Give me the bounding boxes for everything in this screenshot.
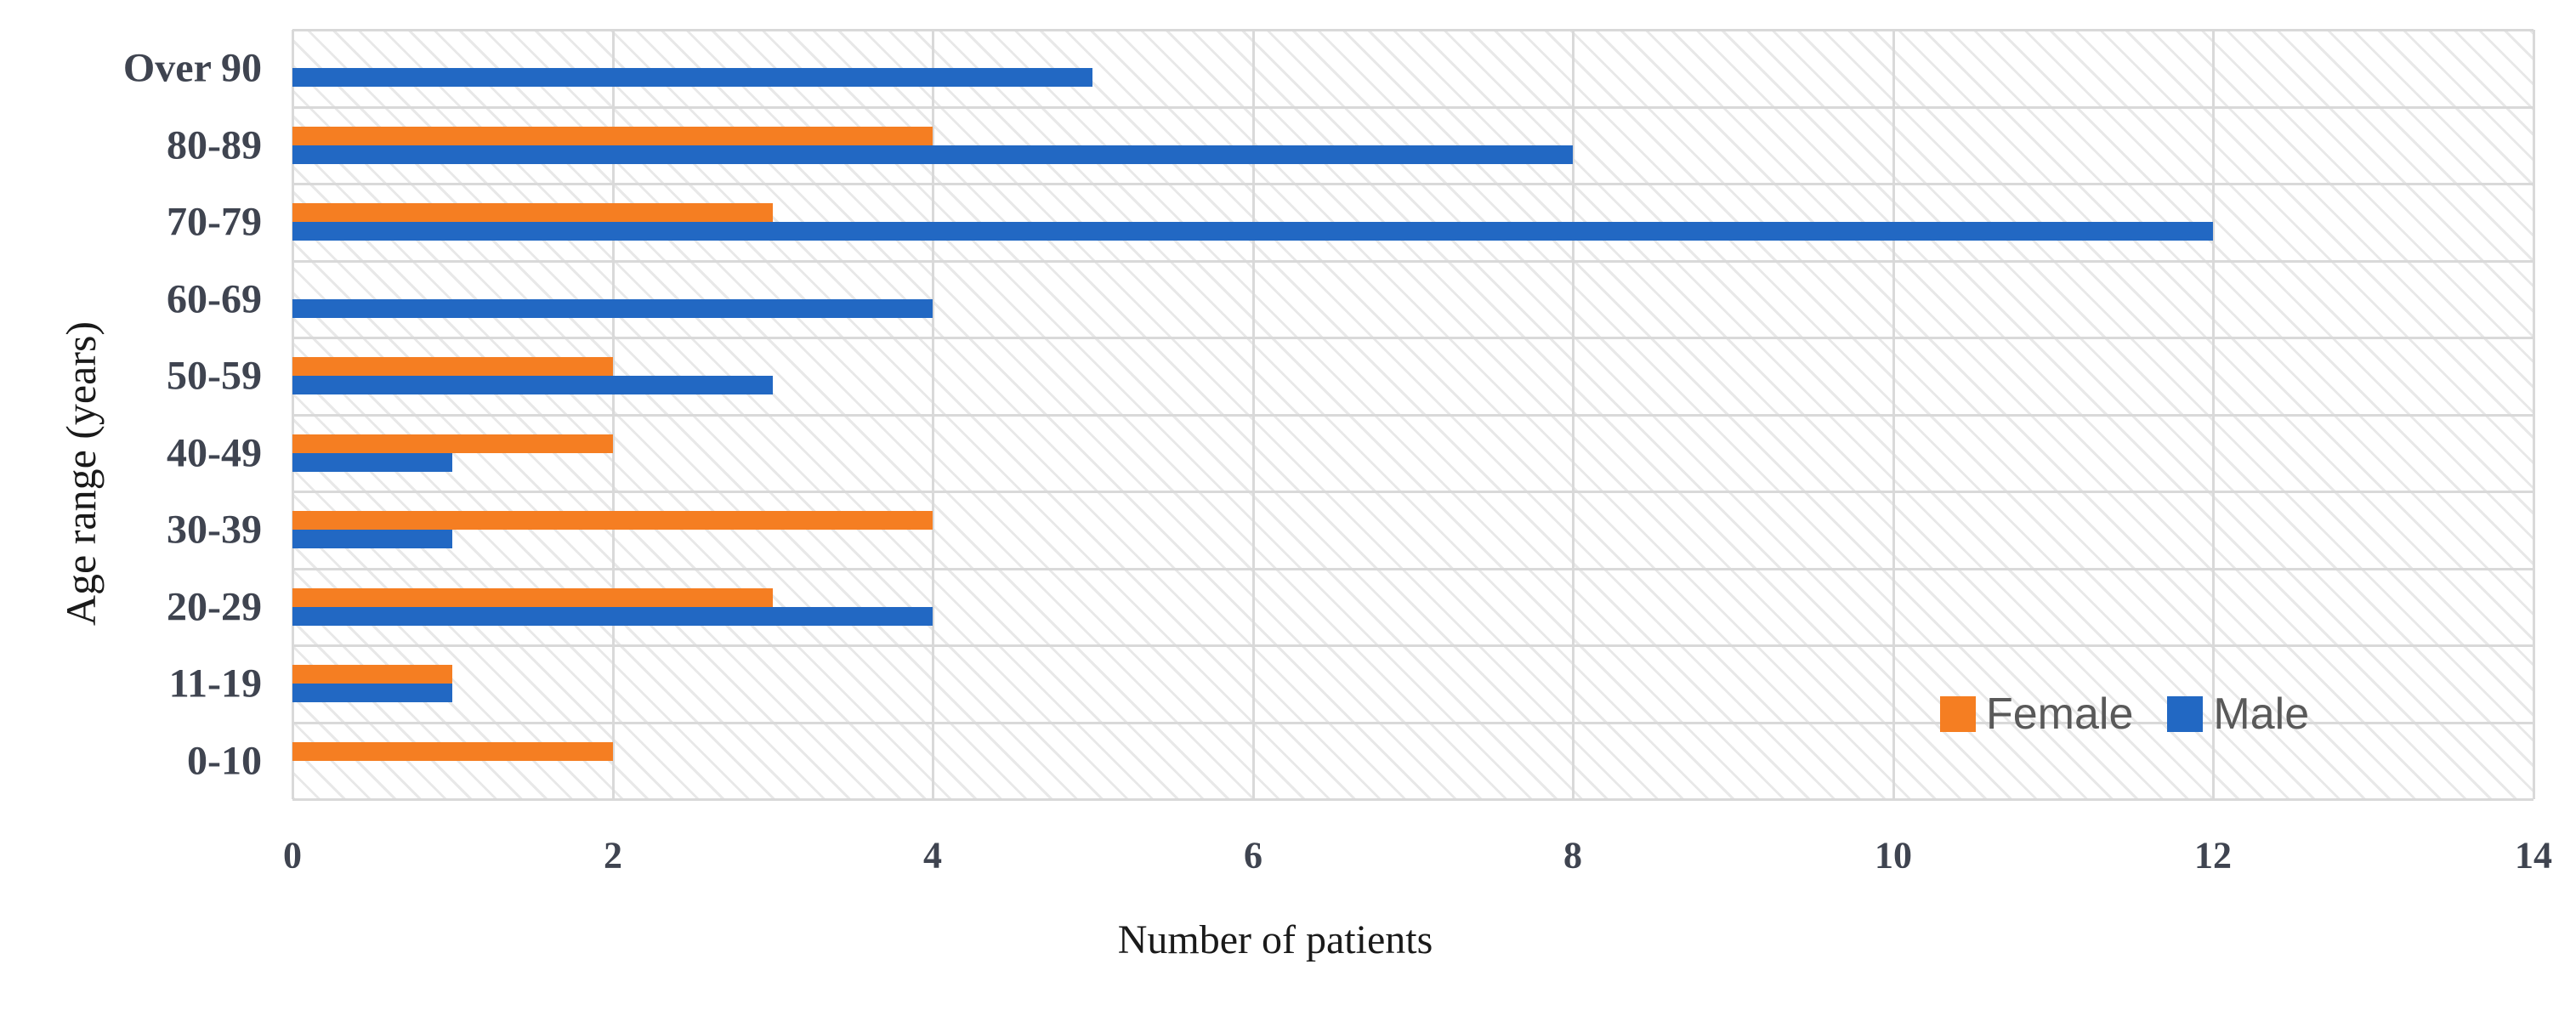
- category-label: 30-39: [167, 507, 262, 553]
- bar-female-50-59: [292, 357, 613, 376]
- horizontal-gridline: [292, 798, 2533, 801]
- vertical-gridline: [932, 30, 934, 799]
- bar-male-80-89: [292, 145, 1573, 164]
- x-tick-label: 12: [2194, 834, 2232, 877]
- x-tick-label: 2: [604, 834, 622, 877]
- vertical-gridline: [1252, 30, 1255, 799]
- category-label: 50-59: [167, 353, 262, 399]
- legend-item-male: Male: [2167, 689, 2309, 740]
- legend-item-female: Female: [1940, 689, 2133, 740]
- x-axis-title: Number of patients: [1117, 917, 1433, 962]
- bar-female-30-39: [292, 511, 933, 530]
- x-tick-label: 10: [1875, 834, 1912, 877]
- horizontal-gridline: [292, 568, 2533, 570]
- plot-area: [292, 29, 2535, 801]
- legend-swatch-female: [1940, 696, 1976, 732]
- horizontal-gridline: [292, 491, 2533, 493]
- horizontal-gridline: [292, 722, 2533, 724]
- bar-male-50-59: [292, 376, 773, 394]
- bar-female-70-79: [292, 203, 773, 222]
- x-tick-label: 4: [923, 834, 942, 877]
- bar-female-40-49: [292, 434, 613, 453]
- x-tick-label: 6: [1244, 834, 1262, 877]
- category-label: 40-49: [167, 430, 262, 476]
- bar-female-0-10: [292, 742, 613, 761]
- category-label: Over 90: [122, 45, 262, 91]
- horizontal-gridline: [292, 29, 2533, 31]
- legend-label-female: Female: [1986, 689, 2134, 739]
- x-tick-label: 14: [2515, 834, 2552, 877]
- horizontal-gridline: [292, 644, 2533, 647]
- vertical-gridline: [292, 30, 294, 799]
- x-tick-label: 0: [283, 834, 302, 877]
- bar-male-11-19: [292, 684, 452, 702]
- bar-female-20-29: [292, 588, 773, 607]
- category-label: 0-10: [187, 738, 262, 784]
- bar-male-over-90: [292, 68, 1092, 87]
- legend: Female Male: [1940, 689, 2309, 739]
- vertical-gridline: [1892, 30, 1895, 799]
- bar-male-30-39: [292, 530, 452, 548]
- bar-female-11-19: [292, 665, 452, 684]
- category-label: 60-69: [167, 276, 262, 322]
- vertical-gridline: [612, 30, 615, 799]
- category-label: 80-89: [167, 122, 262, 168]
- horizontal-gridline: [292, 183, 2533, 185]
- horizontal-gridline: [292, 260, 2533, 263]
- category-label: 70-79: [167, 199, 262, 245]
- legend-swatch-male: [2167, 696, 2204, 732]
- category-label: 11-19: [168, 661, 262, 706]
- vertical-gridline: [2533, 30, 2535, 799]
- x-tick-label: 8: [1563, 834, 1582, 877]
- bar-female-80-89: [292, 127, 933, 145]
- horizontal-gridline: [292, 106, 2533, 109]
- bar-male-40-49: [292, 453, 452, 472]
- bar-male-60-69: [292, 299, 933, 318]
- horizontal-gridline: [292, 414, 2533, 417]
- vertical-gridline: [2212, 30, 2215, 799]
- vertical-gridline: [1572, 30, 1575, 799]
- bar-male-70-79: [292, 222, 2213, 241]
- legend-label-male: Male: [2213, 689, 2310, 739]
- category-label: 20-29: [167, 584, 262, 630]
- bar-male-20-29: [292, 607, 933, 626]
- horizontal-gridline: [292, 337, 2533, 339]
